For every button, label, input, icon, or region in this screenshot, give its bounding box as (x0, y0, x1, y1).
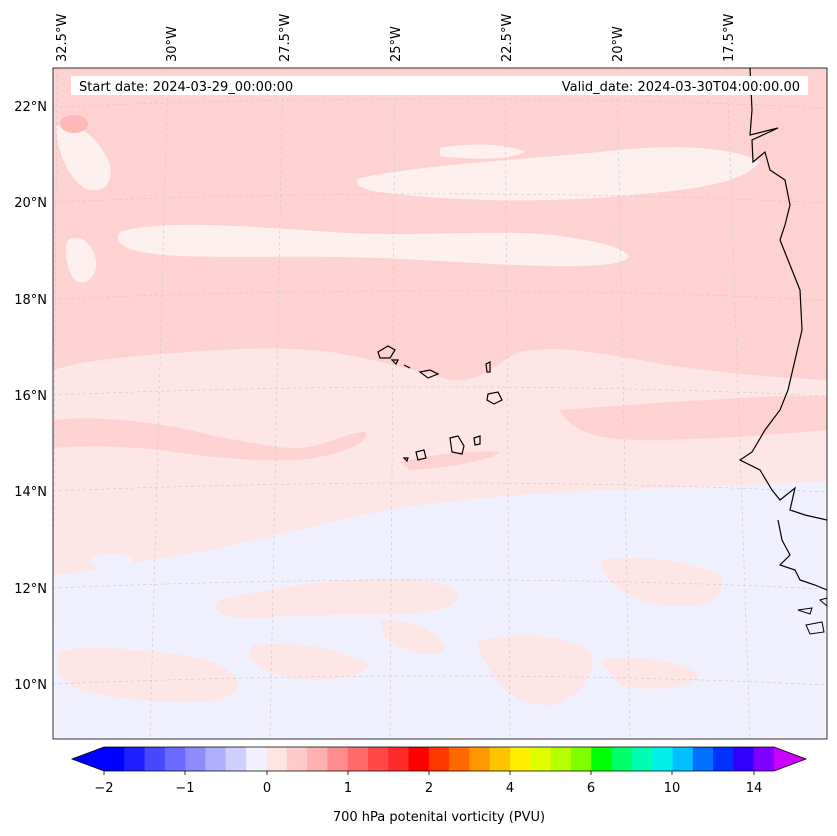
colorbar-tick-label: 10 (664, 781, 681, 796)
colorbar-tick-label: 6 (587, 781, 595, 796)
colorbar-segment (672, 747, 694, 771)
colorbar-segment (449, 747, 470, 771)
lat-label: 14°N (14, 485, 47, 500)
pink-intrusion-6 (600, 558, 722, 607)
lon-label: 17.5°W (722, 14, 737, 62)
colorbar-tick-label: 1 (344, 781, 352, 796)
pv-patch-mid (400, 451, 500, 470)
africa-coastline (738, 68, 827, 521)
africa-coastline-south (777, 519, 827, 591)
lat-label: 16°N (14, 389, 47, 404)
colorbar-segment (550, 747, 572, 771)
colorbar-segment (144, 747, 166, 771)
light-streak-3 (56, 124, 111, 191)
colorbar-segment (225, 747, 247, 771)
start-date-label: Start date: 2024-03-29_00:00:00 (79, 80, 293, 95)
colorbar-segment (530, 747, 552, 771)
valid-date-label: Valid_date: 2024-03-30T04:00:00.00 (562, 80, 800, 95)
colorbar-extend-high (774, 747, 806, 771)
colorbar-segment (591, 747, 612, 771)
colorbar-ticks (103, 771, 755, 775)
colorbar-segment (185, 747, 206, 771)
colorbar-tick-label: 0 (263, 781, 271, 796)
map-panel: Start date: 2024-03-29_00:00:00 Valid_da… (53, 68, 827, 739)
colorbar-tick-label: 2 (425, 781, 433, 796)
colorbar-segment (367, 747, 389, 771)
pink-intrusion-1 (215, 578, 458, 619)
colorbar-segment (570, 747, 592, 771)
colorbar-segment (205, 747, 227, 771)
colorbar-segment (408, 747, 430, 771)
pink-intrusion-7 (600, 658, 700, 689)
colorbar-segment (246, 747, 267, 771)
colorbar-segment (733, 747, 755, 771)
lon-label: 32.5°W (55, 14, 70, 62)
pink-intrusion-4 (380, 619, 445, 655)
bijagos-islands (797, 597, 827, 635)
colorbar-segments (104, 747, 775, 771)
info-banner (71, 76, 808, 95)
light-streak-2 (118, 224, 629, 267)
colorbar-segment (347, 747, 369, 771)
colorbar-tick-label: −1 (175, 781, 194, 796)
colorbar-segment (652, 747, 673, 771)
colorbar-segment (713, 747, 734, 771)
colorbar-segment (266, 747, 288, 771)
pink-intrusion-2 (250, 643, 370, 680)
latitude-labels: 22°N 20°N 18°N 16°N 14°N 12°N 10°N (14, 100, 47, 693)
lon-label: 30°W (165, 26, 180, 62)
pv-band-north (53, 68, 827, 381)
colorbar-segment (753, 747, 775, 771)
pv-band-south (53, 418, 367, 461)
negative-blob-1 (90, 554, 134, 570)
light-streak-4 (65, 237, 97, 283)
lat-label: 10°N (14, 678, 47, 693)
colorbar-segment (469, 747, 491, 771)
pink-intrusion-3 (478, 635, 593, 706)
pink-intrusion-5 (57, 647, 238, 703)
colorbar-tick-label: −2 (94, 781, 113, 796)
colorbar-segment (510, 747, 531, 771)
longitude-labels: 32.5°W 30°W 27.5°W 25°W 22.5°W 20°W 17.5… (55, 14, 737, 62)
colorbar-segment (388, 747, 409, 771)
lat-label: 12°N (14, 582, 47, 597)
negative-blob-2 (138, 560, 162, 572)
colorbar-segment (428, 747, 450, 771)
colorbar-segment (489, 747, 511, 771)
colorbar-tick-label: 4 (506, 781, 514, 796)
pv-band-east (560, 396, 827, 440)
colorbar-title: 700 hPa potenital vorticity (PVU) (333, 810, 545, 825)
colorbar-segment (104, 747, 125, 771)
colorbar-tick-label: 14 (746, 781, 763, 796)
colorbar-segment (124, 747, 145, 771)
pv-maximum-spot (60, 115, 88, 133)
lon-label: 25°W (389, 26, 404, 62)
lat-label: 18°N (14, 293, 47, 308)
colorbar-extend-low (72, 747, 104, 771)
map-frame (52, 67, 828, 740)
lat-label: 20°N (14, 196, 47, 211)
graticule (53, 68, 827, 739)
colorbar-segment (692, 747, 714, 771)
light-streak-1 (356, 147, 760, 201)
colorbar-segment (631, 747, 653, 771)
lon-label: 27.5°W (278, 14, 293, 62)
cape-verde-islands (377, 345, 503, 463)
lon-label: 22.5°W (500, 14, 515, 62)
colorbar-segment (327, 747, 349, 771)
light-streak-5 (440, 144, 525, 159)
colorbar-segment (307, 747, 328, 771)
colorbar-segment (164, 747, 186, 771)
lon-label: 20°W (611, 26, 626, 62)
colorbar-segment (286, 747, 308, 771)
lat-label: 22°N (14, 100, 47, 115)
colorbar: −2 −1 0 1 2 4 6 10 14 700 hPa potenital … (70, 746, 808, 825)
colorbar-segment (611, 747, 633, 771)
